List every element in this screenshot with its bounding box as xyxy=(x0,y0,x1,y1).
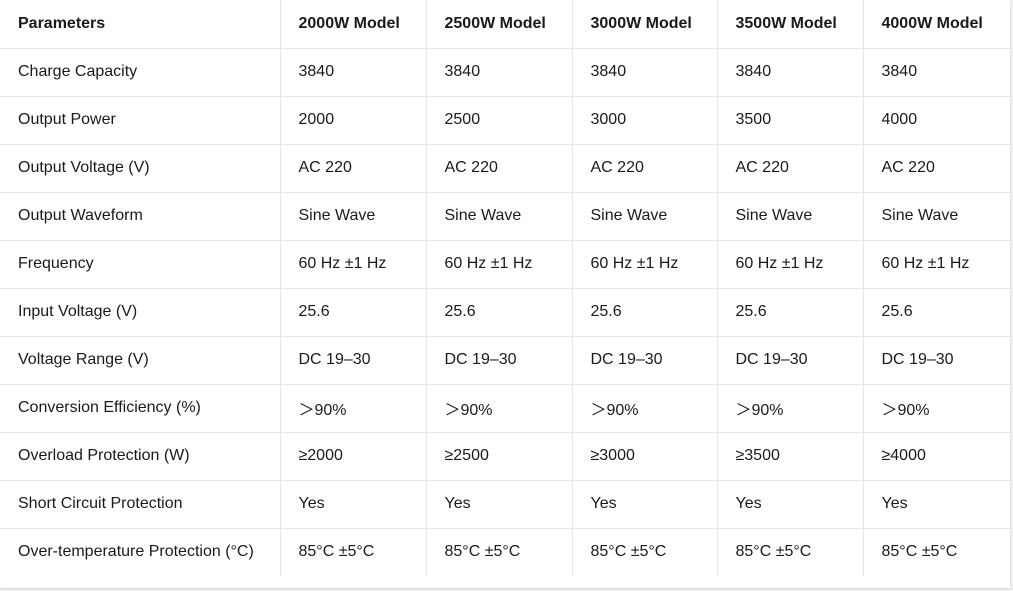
value-cell: AC 220 xyxy=(425,144,572,193)
parameter-cell: Output Waveform xyxy=(0,192,280,241)
value-cell: ＞90% xyxy=(279,384,426,433)
table-head: Parameters 2000W Model 2500W Model 3000W Mo… xyxy=(0,0,1010,49)
value-cell: DC 19–30 xyxy=(716,336,863,385)
value-cell: 3840 xyxy=(425,48,572,97)
value-cell: 60 Hz ±1 Hz xyxy=(425,240,572,289)
value-cell: 85°C ±5°C xyxy=(571,528,717,576)
value-cell: Sine Wave xyxy=(425,192,572,241)
value-cell: 4000 xyxy=(862,96,1010,145)
value-cell: 25.6 xyxy=(571,288,717,337)
parameter-cell: Frequency xyxy=(0,240,280,289)
value-cell: Yes xyxy=(425,480,572,529)
parameter-cell: Output Power xyxy=(0,96,280,145)
table-row: Voltage Range (V) DC 19–30 DC 19–30 DC 19–3… xyxy=(0,336,1010,385)
table-row: Charge Capacity 3840 3840 3840 3840 3840 xyxy=(0,48,1010,97)
value-cell: 2000 xyxy=(279,96,426,145)
value-cell: ＞90% xyxy=(716,384,863,433)
table-row: Output Power 2000 2500 3000 3500 4000 xyxy=(0,96,1010,145)
value-cell: AC 220 xyxy=(279,144,426,193)
value-cell: AC 220 xyxy=(716,144,863,193)
value-cell: 3500 xyxy=(716,96,863,145)
table-row: Frequency 60 Hz ±1 Hz 60 Hz ±1 Hz 60 Hz ±1 … xyxy=(0,240,1010,289)
value-cell: 2500 xyxy=(425,96,572,145)
value-cell: Sine Wave xyxy=(716,192,863,241)
value-cell: ＞90% xyxy=(571,384,717,433)
parameter-cell: Voltage Range (V) xyxy=(0,336,280,385)
value-cell: AC 220 xyxy=(862,144,1010,193)
table-row: Output Voltage (V) AC 220 AC 220 AC 220 AC 2… xyxy=(0,144,1010,193)
header-cell: 2000W Model xyxy=(279,0,426,49)
table-row: Short Circuit Protection Yes Yes Yes Yes Yes xyxy=(0,480,1010,529)
value-cell: 25.6 xyxy=(279,288,426,337)
value-cell: 85°C ±5°C xyxy=(279,528,426,576)
header-cell: 3000W Model xyxy=(571,0,717,49)
value-cell: Sine Wave xyxy=(279,192,426,241)
value-cell: 60 Hz ±1 Hz xyxy=(862,240,1010,289)
value-cell: 3840 xyxy=(862,48,1010,97)
header-cell: 2500W Model xyxy=(425,0,572,49)
parameter-cell: Input Voltage (V) xyxy=(0,288,280,337)
value-cell: Sine Wave xyxy=(862,192,1010,241)
header-cell: 4000W Model xyxy=(862,0,1010,49)
value-cell: ≥3500 xyxy=(716,432,863,481)
value-cell: ＞90% xyxy=(425,384,572,433)
value-cell: Yes xyxy=(862,480,1010,529)
value-cell: 25.6 xyxy=(716,288,863,337)
header-cell: 3500W Model xyxy=(716,0,863,49)
parameter-cell: Over-temperature Protection (°C) xyxy=(18,543,254,561)
value-cell: ≥3000 xyxy=(571,432,717,481)
value-cell: 60 Hz ±1 Hz xyxy=(279,240,426,289)
value-cell: 85°C ±5°C xyxy=(425,528,572,576)
table-row: Overload Protection (W) ≥2000 ≥2500 ≥3000 ≥3… xyxy=(0,432,1010,481)
parameter-cell: Short Circuit Protection xyxy=(0,480,280,529)
parameter-cell: Overload Protection (W) xyxy=(0,432,280,481)
table-row: Conversion Efficiency (%) ＞90% ＞90% ＞90% ＞90… xyxy=(0,384,1010,433)
table-row: Input Voltage (V) 25.6 25.6 25.6 25.6 25.6 xyxy=(0,288,1010,337)
value-cell: 3840 xyxy=(571,48,717,97)
table-body: Charge Capacity 3840 3840 3840 3840 3840 Outpu… xyxy=(0,48,1010,576)
table-row: Output Waveform Sine Wave Sine Wave Sine Wa… xyxy=(0,192,1010,241)
value-cell: Yes xyxy=(279,480,426,529)
parameter-cell: Conversion Efficiency (%) xyxy=(0,384,280,433)
value-cell: 25.6 xyxy=(425,288,572,337)
value-cell: 3840 xyxy=(279,48,426,97)
value-cell: 60 Hz ±1 Hz xyxy=(571,240,717,289)
value-cell: ≥2000 xyxy=(279,432,426,481)
value-cell: 3000 xyxy=(571,96,717,145)
value-cell: 85°C ±5°C xyxy=(716,528,863,576)
table-row: Over-temperature Protection (°C) 85°C ±5°… xyxy=(0,528,1010,576)
value-cell: ≥4000 xyxy=(862,432,1010,481)
value-cell: DC 19–30 xyxy=(279,336,426,385)
parameter-cell: Charge Capacity xyxy=(0,48,280,97)
value-cell: AC 220 xyxy=(571,144,717,193)
value-cell: 3840 xyxy=(716,48,863,97)
header-cell: Parameters xyxy=(0,0,280,49)
value-cell: Yes xyxy=(571,480,717,529)
value-cell: Yes xyxy=(716,480,863,529)
parameter-cell: Output Voltage (V) xyxy=(0,144,280,193)
value-cell: DC 19–30 xyxy=(571,336,717,385)
value-cell: 60 Hz ±1 Hz xyxy=(716,240,863,289)
value-cell: ≥2500 xyxy=(425,432,572,481)
value-cell: ＞90% xyxy=(862,384,1010,433)
value-cell: DC 19–30 xyxy=(862,336,1010,385)
value-cell: 85°C ±5°C xyxy=(862,528,1010,576)
value-cell: 25.6 xyxy=(862,288,1010,337)
spec-table: Parameters 2000W Model 2500W Model 3000W Mo… xyxy=(0,0,1010,576)
value-cell: DC 19–30 xyxy=(425,336,572,385)
value-cell: Sine Wave xyxy=(571,192,717,241)
header-row: Parameters 2000W Model 2500W Model 3000W Mo… xyxy=(0,0,1010,49)
